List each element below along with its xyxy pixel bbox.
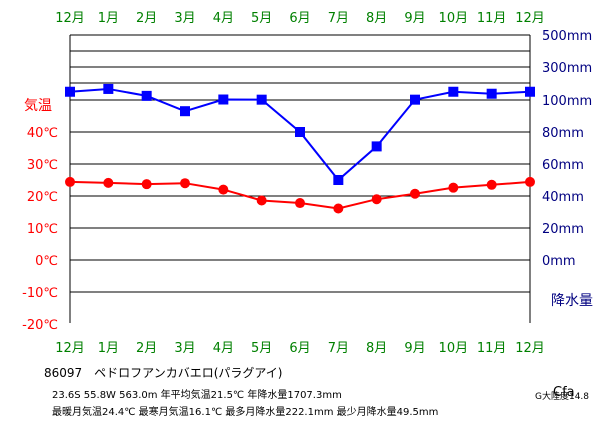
station-extremes-summary: 最暖月気温24.4℃ 最寒月気温16.1℃ 最多月降水量222.1mm 最少月降… (52, 407, 439, 418)
precipitation-tick-label: 80mm (542, 126, 584, 141)
precipitation-point (141, 90, 152, 101)
temperature-point (65, 176, 75, 187)
month-label-bottom: 1月 (98, 341, 119, 356)
temperature-point (295, 198, 305, 209)
temperature-tick-label: 40℃ (27, 126, 58, 141)
month-label-bottom: 9月 (404, 341, 425, 356)
temperature-tick-label: -10℃ (22, 286, 58, 301)
month-label-top: 6月 (289, 11, 310, 26)
precipitation-tick-label: 40mm (542, 190, 584, 205)
precipitation-tick-label: 20mm (542, 222, 584, 237)
continentality-index: G大陸度14.8 (535, 392, 590, 402)
month-label-bottom: 8月 (366, 341, 387, 356)
precipitation-point (410, 94, 420, 105)
temperature-axis-label: 気温 (24, 98, 52, 114)
precipitation-tick-label: 500mm (542, 29, 592, 44)
precipitation-point (65, 86, 75, 97)
temperature-point (141, 179, 152, 190)
month-label-bottom: 11月 (477, 341, 507, 356)
temperature-tick-label: 20℃ (27, 190, 58, 205)
precipitation-tick-label: 100mm (542, 94, 592, 109)
precipitation-point (486, 88, 497, 99)
temperature-point (218, 184, 229, 195)
temperature-point (448, 182, 459, 193)
station-name: 86097 ペドロフアンカバエロ(パラグアイ) (44, 366, 283, 380)
month-label-bottom: 7月 (328, 341, 349, 356)
month-label-bottom: 3月 (174, 341, 195, 356)
temperature-point (180, 178, 190, 189)
temperature-point (256, 195, 267, 206)
month-label-top: 8月 (366, 11, 387, 26)
month-label-bottom: 2月 (136, 341, 157, 356)
month-label-bottom: 5月 (251, 341, 272, 356)
precipitation-point (333, 175, 344, 185)
climate-class: Cfa (553, 385, 575, 400)
precipitation-tick-label: 300mm (542, 61, 592, 76)
month-label-top: 5月 (251, 11, 272, 26)
temperature-tick-label: -20℃ (22, 318, 58, 333)
precipitation-axis-label: 降水量 (551, 293, 593, 309)
precipitation-point (448, 86, 459, 97)
month-label-top: 10月 (439, 11, 469, 26)
month-label-top: 1月 (98, 11, 119, 26)
precipitation-point (256, 94, 267, 105)
month-label-top: 2月 (136, 11, 157, 26)
precipitation-point (371, 141, 382, 152)
month-label-top: 3月 (174, 11, 195, 26)
month-label-top: 12月 (55, 11, 85, 26)
precipitation-tick-label: 0mm (542, 254, 576, 269)
precipitation-point (295, 127, 305, 137)
month-label-top: 4月 (213, 11, 234, 26)
month-label-bottom: 4月 (213, 341, 234, 356)
precipitation-point (103, 83, 114, 94)
month-label-top: 7月 (328, 11, 349, 26)
temperature-point (486, 179, 497, 190)
temperature-tick-label: 0℃ (35, 254, 58, 269)
temperature-point (103, 177, 114, 188)
temperature-tick-label: 30℃ (27, 158, 58, 173)
precipitation-point (180, 106, 190, 117)
precipitation-tick-label: 60mm (542, 158, 584, 173)
temperature-point (525, 176, 535, 187)
temperature-point (333, 203, 344, 214)
month-label-bottom: 6月 (289, 341, 310, 356)
month-label-top: 9月 (404, 11, 425, 26)
temperature-point (410, 188, 420, 199)
month-label-top: 11月 (477, 11, 507, 26)
temperature-tick-label: 10℃ (27, 222, 58, 237)
month-label-bottom: 10月 (439, 341, 469, 356)
precipitation-point (525, 86, 535, 97)
month-label-top: 12月 (515, 11, 545, 26)
month-label-bottom: 12月 (55, 341, 85, 356)
precipitation-point (218, 94, 229, 105)
station-location-summary: 23.6S 55.8W 563.0m 年平均気温21.5℃ 年降水量1707.3… (52, 390, 342, 401)
temperature-point (371, 194, 382, 205)
month-label-bottom: 12月 (515, 341, 545, 356)
